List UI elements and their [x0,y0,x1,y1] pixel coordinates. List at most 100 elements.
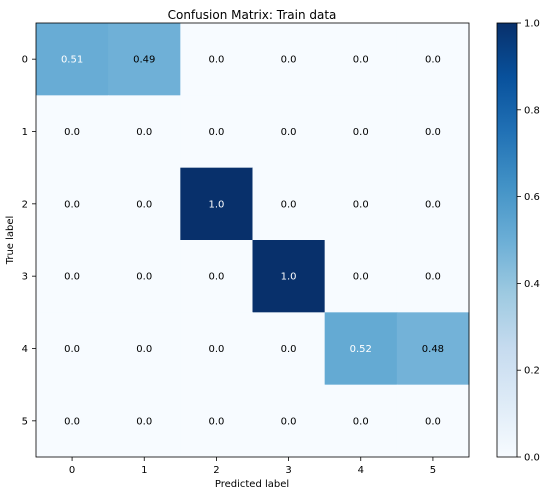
colorbar-tick-label: 0.6 [524,192,540,203]
heatmap-cell-r2-c0 [36,167,109,241]
y-axis-label: True label [5,216,16,266]
cell-value-label: 0.0 [353,127,369,138]
heatmap-cell-r2-c4 [324,167,398,241]
heatmap-cell-r5-c1 [108,384,181,458]
cell-value-label: 0.0 [64,416,80,427]
colorbar [496,22,518,458]
cell-value-label: 0.0 [425,416,441,427]
heatmap-cell-r3-c2 [180,240,253,313]
x-tick-label: 3 [285,465,291,476]
cell-value-label: 0.0 [281,55,297,66]
heatmap-cell-r1-c4 [324,95,398,169]
y-tick-label: 3 [22,272,28,283]
cell-value-label: 0.0 [136,416,152,427]
cell-value-label: 1.0 [208,199,224,210]
heatmap-cell-r3-c3 [252,240,326,313]
y-tick-label: 1 [22,127,28,138]
colorbar-ticks: 0.0 0.2 0.4 0.6 0.8 1.0 [517,19,540,464]
y-tick-label: 4 [22,344,28,355]
y-axis-ticks: 0 1 2 3 4 5 [22,55,36,427]
plot-frame [35,22,470,458]
heatmap-cell-r2-c3 [252,167,326,241]
heatmap-cell-r0-c5 [396,23,470,96]
cell-value-label: 0.48 [422,344,444,355]
colorbar-tick-label: 1.0 [524,19,540,30]
heatmap-cell-r4-c5 [396,312,470,386]
heatmap-cell-r5-c3 [252,384,326,458]
cell-value-label: 0.0 [353,416,369,427]
cell-value-label: 0.0 [208,344,224,355]
colorbar-tick-label: 0.0 [524,453,540,464]
cell-value-label: 0.0 [281,127,297,138]
cell-value-label: 0.0 [136,344,152,355]
cell-value-label: 0.0 [425,272,441,283]
heatmap-cell-r4-c2 [180,312,253,386]
heatmap-cell-r4-c0 [36,312,109,386]
cell-value-label: 0.49 [133,55,155,66]
cell-value-label: 0.0 [64,272,80,283]
cell-value-label: 0.0 [425,127,441,138]
heatmap-cell-r2-c5 [396,167,470,241]
heatmap-cell-r4-c3 [252,312,326,386]
heatmap-cell-r0-c4 [324,23,398,96]
x-tick-label: 0 [69,465,75,476]
heatmap-cell-r3-c4 [324,240,398,313]
heatmap-cell-r0-c3 [252,23,326,96]
heatmap-cell-labels: 0.51 0.49 0.0 0.0 0.0 0.0 0.0 0.0 0.0 0.0 0.0 0.0 0.… [61,55,444,428]
colorbar-tick-label: 0.8 [524,105,540,116]
heatmap-cell-r2-c1 [108,167,181,241]
heatmap-cell-r1-c1 [108,95,181,169]
heatmap-cell-r3-c1 [108,240,181,313]
heatmap-cell-r0-c1 [108,23,181,96]
heatmap-cell-r4-c1 [108,312,181,386]
heatmap-cell-r5-c5 [396,384,470,458]
cell-value-label: 0.0 [64,199,80,210]
x-tick-label: 1 [141,465,147,476]
heatmap-cell-r2-c2 [180,167,253,241]
cell-value-label: 0.0 [281,344,297,355]
heatmap-cell-r4-c4 [324,312,398,386]
cell-value-label: 0.0 [64,344,80,355]
cell-value-label: 0.0 [281,416,297,427]
heatmap-cell-r1-c5 [396,95,470,169]
heatmap-cell-r1-c3 [252,95,326,169]
chart-title: Confusion Matrix: Train data [168,8,337,22]
heatmap-cell-r1-c0 [36,95,109,169]
cell-value-label: 0.0 [353,55,369,66]
cell-value-label: 0.0 [208,127,224,138]
cell-value-label: 0.0 [281,199,297,210]
cell-value-label: 0.0 [136,127,152,138]
cell-value-label: 0.51 [61,55,83,66]
x-axis-label: Predicted label [215,479,289,490]
x-tick-label: 4 [358,465,364,476]
cell-value-label: 0.0 [136,199,152,210]
x-axis-ticks: 0 1 2 3 4 5 [69,457,436,476]
cell-value-label: 0.0 [425,199,441,210]
cell-value-label: 0.0 [208,416,224,427]
cell-value-label: 0.0 [425,55,441,66]
heatmap-cell-r1-c2 [180,95,253,169]
cell-value-label: 0.0 [208,272,224,283]
heatmap-cell-r0-c0 [36,23,109,96]
heatmap-cell-r5-c4 [324,384,398,458]
cell-value-label: 0.0 [136,272,152,283]
heatmap-cell-r0-c2 [180,23,253,96]
x-tick-label: 2 [213,465,219,476]
y-tick-label: 2 [22,199,28,210]
cell-value-label: 0.52 [350,344,372,355]
colorbar-tick-label: 0.2 [524,366,540,377]
x-tick-label: 5 [430,465,436,476]
heatmap-cell-r3-c0 [36,240,109,313]
cell-value-label: 0.0 [64,127,80,138]
cell-value-label: 0.0 [208,55,224,66]
heatmap-cell-r5-c0 [36,384,109,458]
heatmap-cells [36,23,470,458]
cell-value-label: 0.0 [353,272,369,283]
heatmap-cell-r3-c5 [396,240,470,313]
heatmap-cell-r5-c2 [180,384,253,458]
y-tick-label: 5 [22,416,28,427]
cell-value-label: 0.0 [353,199,369,210]
y-tick-label: 0 [22,55,28,66]
